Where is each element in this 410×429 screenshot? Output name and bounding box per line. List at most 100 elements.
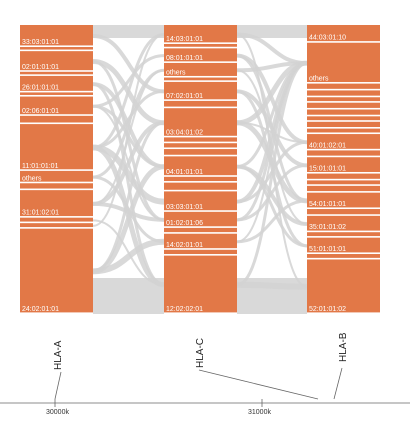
allele-block[interactable]	[164, 182, 237, 190]
column-layer: 33:03:01:01 02:01:01:01 26:01:01:01 02:06:0…	[20, 25, 380, 313]
ribbon	[236, 163, 308, 222]
allele-block[interactable]	[20, 25, 93, 46]
allele-block[interactable]	[20, 71, 93, 75]
allele-label: 15:01:01:01	[309, 166, 346, 173]
allele-block[interactable]	[164, 156, 237, 176]
tick-label-30000k: 30000k	[46, 409, 69, 416]
allele-label: 35:01:01:02	[309, 224, 346, 231]
allele-block[interactable]	[164, 233, 237, 249]
allele-block[interactable]	[307, 25, 380, 42]
allele-block[interactable]	[307, 121, 380, 128]
allele-block[interactable]	[307, 232, 380, 237]
allele-block[interactable]	[307, 173, 380, 179]
tick-label-31000k: 31000k	[248, 409, 271, 416]
ribbon	[92, 175, 165, 244]
genome-axis: 30000k 31000k HLA-A HLA-C HLA-B	[0, 332, 410, 416]
allele-label: 33:03:01:01	[22, 39, 59, 46]
allele-block[interactable]	[20, 51, 93, 71]
allele-block[interactable]	[164, 227, 237, 233]
allele-label: 07:02:01:01	[166, 93, 203, 100]
ribbon	[236, 61, 308, 169]
ribbon-layer	[92, 25, 308, 314]
allele-block[interactable]	[164, 255, 237, 313]
allele-block[interactable]	[20, 115, 93, 123]
allele-block[interactable]	[307, 90, 380, 96]
ribbon	[236, 33, 308, 288]
ribbon	[92, 82, 165, 287]
connector-hla-b	[333, 367, 343, 400]
allele-label: 03:04:01:02	[166, 129, 203, 136]
allele-block[interactable]	[20, 190, 93, 217]
allele-block[interactable]	[307, 83, 380, 89]
ribbon	[236, 199, 308, 244]
allele-block[interactable]	[20, 170, 93, 182]
allele-label: others	[166, 70, 186, 77]
allele-label: 14:02:01:01	[166, 242, 203, 249]
allele-block[interactable]	[307, 128, 380, 133]
allele-block[interactable]	[307, 116, 380, 121]
allele-label: others	[22, 175, 42, 182]
allele-block[interactable]	[20, 75, 93, 91]
allele-block[interactable]	[20, 228, 93, 313]
allele-block[interactable]	[164, 191, 237, 211]
allele-block[interactable]	[307, 185, 380, 192]
ribbon-top-ac	[93, 25, 164, 38]
allele-label: 40:01:02:01	[309, 142, 346, 149]
allele-block[interactable]	[164, 48, 237, 62]
allele-block[interactable]	[307, 109, 380, 115]
allele-block[interactable]	[164, 149, 237, 155]
allele-label: 04:01:01:01	[166, 169, 203, 176]
allele-block[interactable]	[307, 150, 380, 156]
allele-block[interactable]	[307, 215, 380, 231]
allele-block[interactable]	[307, 209, 380, 215]
allele-block[interactable]	[20, 183, 93, 189]
allele-block[interactable]	[307, 259, 380, 313]
ribbon	[92, 54, 165, 108]
ribbon	[236, 281, 308, 290]
allele-block[interactable]	[307, 134, 380, 149]
allele-block[interactable]	[307, 180, 380, 185]
allele-block[interactable]	[164, 62, 237, 76]
allele-block[interactable]	[164, 176, 237, 182]
allele-block[interactable]	[164, 43, 237, 47]
allele-block[interactable]	[307, 97, 380, 102]
allele-block[interactable]	[20, 223, 93, 228]
allele-block[interactable]	[307, 102, 380, 108]
ribbon	[92, 69, 165, 205]
allele-block[interactable]	[164, 77, 237, 81]
allele-block[interactable]	[164, 143, 237, 148]
allele-block[interactable]	[164, 249, 237, 255]
allele-label: 24:02:01:01	[22, 306, 59, 313]
allele-block[interactable]	[307, 254, 380, 258]
ribbon	[236, 61, 308, 287]
allele-block[interactable]	[20, 47, 93, 50]
axis-label-hla-a: HLA-A	[53, 340, 64, 370]
allele-block[interactable]	[164, 25, 237, 43]
allele-block[interactable]	[164, 137, 237, 142]
allele-block[interactable]	[307, 157, 380, 172]
allele-block[interactable]	[307, 192, 380, 208]
ribbon-bottom-ac	[93, 278, 164, 314]
ribbon	[236, 165, 308, 248]
allele-label: 12:02:02:01	[166, 306, 203, 313]
ribbon	[92, 121, 165, 273]
allele-label: 54:01:01:01	[309, 201, 346, 208]
allele-block[interactable]	[20, 96, 93, 115]
allele-block[interactable]	[20, 124, 93, 170]
axis-label-hla-c: HLA-C	[195, 338, 206, 368]
allele-block[interactable]	[164, 81, 237, 100]
allele-block[interactable]	[307, 237, 380, 253]
allele-block[interactable]	[307, 42, 380, 83]
ribbon	[236, 121, 308, 144]
allele-block[interactable]	[20, 92, 93, 95]
allele-label: 14:03:01:01	[166, 36, 203, 43]
allele-label: 01:02:01:06	[166, 220, 203, 227]
allele-block[interactable]	[20, 217, 93, 222]
allele-label: others	[309, 76, 329, 83]
allele-label: 08:01:01:01	[166, 55, 203, 62]
allele-block[interactable]	[164, 108, 237, 136]
allele-label: 31:01:02:01	[22, 210, 59, 217]
allele-block[interactable]	[164, 100, 237, 107]
allele-block[interactable]	[164, 211, 237, 227]
